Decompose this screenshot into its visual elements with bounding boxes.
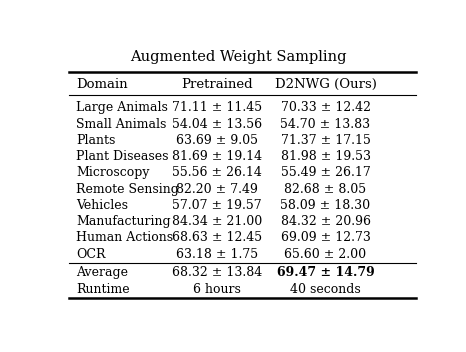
Text: Plant Diseases: Plant Diseases (76, 150, 169, 163)
Text: 84.34 ± 21.00: 84.34 ± 21.00 (172, 215, 262, 228)
Text: 55.49 ± 26.17: 55.49 ± 26.17 (281, 166, 370, 180)
Text: Domain: Domain (76, 78, 128, 91)
Text: Plants: Plants (76, 134, 116, 147)
Text: Large Animals: Large Animals (76, 101, 168, 114)
Text: 63.18 ± 1.75: 63.18 ± 1.75 (176, 248, 258, 261)
Text: 57.07 ± 19.57: 57.07 ± 19.57 (172, 199, 262, 212)
Text: D2NWG (Ours): D2NWG (Ours) (274, 78, 377, 91)
Text: Human Actions: Human Actions (76, 231, 173, 244)
Text: 81.98 ± 19.53: 81.98 ± 19.53 (281, 150, 370, 163)
Text: Vehicles: Vehicles (76, 199, 128, 212)
Text: 69.09 ± 12.73: 69.09 ± 12.73 (281, 231, 370, 244)
Text: Small Animals: Small Animals (76, 118, 167, 131)
Text: Manufacturing: Manufacturing (76, 215, 171, 228)
Text: 54.04 ± 13.56: 54.04 ± 13.56 (172, 118, 262, 131)
Text: 65.60 ± 2.00: 65.60 ± 2.00 (284, 248, 367, 261)
Text: 69.47 ± 14.79: 69.47 ± 14.79 (277, 266, 374, 279)
Text: Runtime: Runtime (76, 283, 130, 296)
Text: 82.20 ± 7.49: 82.20 ± 7.49 (176, 183, 258, 196)
Text: Microscopy: Microscopy (76, 166, 150, 180)
Text: 58.09 ± 18.30: 58.09 ± 18.30 (281, 199, 370, 212)
Text: Augmented Weight Sampling: Augmented Weight Sampling (130, 50, 347, 64)
Text: OCR: OCR (76, 248, 106, 261)
Text: 68.63 ± 12.45: 68.63 ± 12.45 (172, 231, 262, 244)
Text: Pretrained: Pretrained (181, 78, 253, 91)
Text: 63.69 ± 9.05: 63.69 ± 9.05 (176, 134, 258, 147)
Text: 55.56 ± 26.14: 55.56 ± 26.14 (172, 166, 262, 180)
Text: 82.68 ± 8.05: 82.68 ± 8.05 (284, 183, 367, 196)
Text: 84.32 ± 20.96: 84.32 ± 20.96 (281, 215, 370, 228)
Text: 71.37 ± 17.15: 71.37 ± 17.15 (281, 134, 370, 147)
Text: Remote Sensing: Remote Sensing (76, 183, 179, 196)
Text: 6 hours: 6 hours (193, 283, 241, 296)
Text: Average: Average (76, 266, 128, 279)
Text: 71.11 ± 11.45: 71.11 ± 11.45 (172, 101, 262, 114)
Text: 40 seconds: 40 seconds (290, 283, 361, 296)
Text: 54.70 ± 13.83: 54.70 ± 13.83 (281, 118, 370, 131)
Text: 70.33 ± 12.42: 70.33 ± 12.42 (281, 101, 370, 114)
Text: 81.69 ± 19.14: 81.69 ± 19.14 (172, 150, 262, 163)
Text: 68.32 ± 13.84: 68.32 ± 13.84 (172, 266, 262, 279)
